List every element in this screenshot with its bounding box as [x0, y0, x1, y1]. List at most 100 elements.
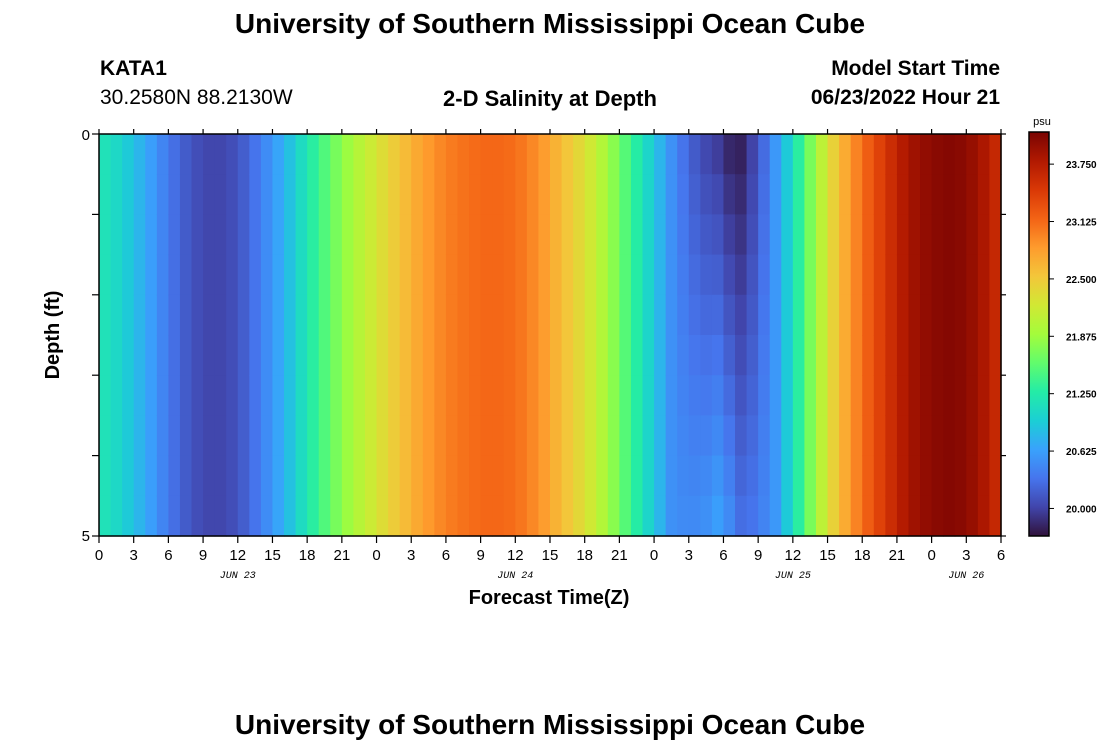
heatmap-cell	[503, 214, 516, 256]
heatmap-cell	[630, 134, 644, 175]
heatmap-cell	[700, 335, 713, 376]
heatmap-cell	[538, 134, 551, 175]
heatmap-cell	[110, 214, 123, 256]
heatmap-cell	[550, 174, 563, 215]
heatmap-cell	[249, 375, 262, 416]
heatmap-cell	[735, 375, 748, 416]
heatmap-cell	[758, 254, 771, 296]
heatmap-cell	[364, 415, 378, 457]
heatmap-cell	[688, 174, 701, 215]
heatmap-cell	[804, 134, 817, 175]
heatmap-cell	[376, 134, 389, 175]
heatmap-cell	[873, 254, 886, 296]
heatmap-cell	[376, 495, 389, 537]
heatmap-cell	[792, 415, 806, 457]
heatmap-cell	[284, 214, 297, 256]
day-label: JUN 25	[775, 571, 811, 582]
heatmap-cell	[677, 495, 690, 537]
heatmap-cell	[827, 174, 840, 215]
heatmap-cell	[815, 495, 829, 537]
heatmap-cell	[191, 415, 204, 457]
heatmap-cell	[399, 495, 412, 537]
heatmap-cell	[920, 415, 933, 457]
heatmap-cell	[457, 455, 470, 497]
heatmap-cell	[688, 134, 701, 175]
heatmap-cell	[908, 214, 921, 256]
heatmap-cell	[503, 294, 516, 336]
heatmap-cell	[422, 455, 435, 497]
heatmap-cell	[168, 455, 181, 497]
heatmap-cell	[503, 495, 516, 537]
heatmap-cell	[503, 254, 516, 296]
heatmap-cell	[480, 294, 493, 336]
heatmap-cell	[145, 254, 158, 296]
heatmap-cell	[226, 174, 239, 215]
heatmap-cell	[619, 214, 632, 256]
heatmap-cell	[376, 214, 389, 256]
heatmap-cell	[203, 375, 216, 416]
heatmap-cell	[654, 174, 667, 215]
heatmap-cell	[411, 254, 424, 296]
heatmap-cell	[966, 134, 979, 175]
heatmap-cell	[665, 214, 678, 256]
heatmap-cell	[815, 254, 829, 296]
heatmap-cell	[492, 495, 505, 537]
heatmap-cell	[99, 415, 112, 457]
heatmap-cell	[792, 254, 806, 296]
heatmap-cell	[908, 335, 921, 376]
y-tick-label-top: 0	[82, 127, 90, 144]
heatmap-cell	[839, 174, 852, 215]
colorbar	[1028, 131, 1050, 537]
heatmap-cell	[700, 214, 713, 256]
heatmap-cell	[99, 495, 112, 537]
heatmap-cell	[561, 214, 574, 256]
x-tick-label: 9	[476, 547, 484, 564]
x-tick-label: 3	[130, 547, 138, 564]
heatmap-cell	[214, 335, 227, 376]
heatmap-cell	[862, 335, 875, 376]
heatmap-cell	[445, 455, 459, 497]
heatmap-cell	[260, 455, 274, 497]
heatmap-cell	[827, 415, 840, 457]
heatmap-cell	[665, 254, 678, 296]
heatmap-cell	[364, 335, 378, 376]
heatmap-cell	[133, 375, 146, 416]
heatmap-cell	[862, 294, 875, 336]
heatmap-cell	[735, 455, 748, 497]
heatmap-cell	[434, 214, 447, 256]
heatmap-cell	[538, 375, 551, 416]
heatmap-cell	[723, 375, 736, 416]
heatmap-cell	[422, 174, 435, 215]
heatmap-cell	[931, 294, 944, 336]
heatmap-cell	[735, 134, 748, 175]
heatmap-cell	[827, 294, 840, 336]
heatmap-cell	[781, 335, 794, 376]
heatmap-cell	[850, 134, 863, 175]
heatmap-cell	[815, 134, 829, 175]
heatmap-cell	[619, 415, 632, 457]
heatmap-cell	[110, 134, 123, 175]
heatmap-cell	[492, 254, 505, 296]
heatmap-cell	[434, 455, 447, 497]
heatmap-cell	[388, 335, 401, 376]
heatmap-cell	[284, 455, 297, 497]
heatmap-cell	[758, 455, 771, 497]
heatmap-cell	[550, 455, 563, 497]
heatmap-cell	[943, 415, 956, 457]
heatmap-cell	[688, 455, 701, 497]
heatmap-cell	[249, 495, 262, 537]
heatmap-cell	[561, 415, 574, 457]
heatmap-cell	[203, 335, 216, 376]
heatmap-cell	[642, 495, 655, 537]
heatmap-cell	[758, 495, 771, 537]
heatmap-cell	[526, 294, 540, 336]
heatmap-cell	[515, 254, 528, 296]
heatmap-cell	[561, 375, 574, 416]
heatmap-cell	[110, 174, 123, 215]
heatmap-cell	[723, 495, 736, 537]
heatmap-cell	[445, 294, 459, 336]
heatmap-cell	[411, 294, 424, 336]
heatmap-cell	[110, 335, 123, 376]
heatmap-cell	[665, 134, 678, 175]
heatmap-cell	[908, 455, 921, 497]
